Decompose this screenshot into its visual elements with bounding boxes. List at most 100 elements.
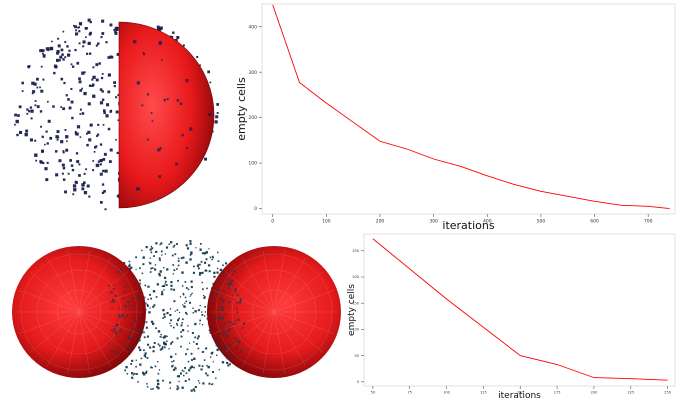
particle [224, 346, 226, 349]
particle [67, 98, 70, 101]
particle [78, 30, 81, 33]
particle [153, 255, 155, 257]
particle [53, 64, 57, 68]
particle [169, 387, 171, 389]
particle [215, 115, 219, 119]
particle [68, 106, 72, 110]
particle [219, 348, 222, 350]
particle [186, 348, 189, 351]
particle [182, 292, 185, 295]
particle [65, 135, 69, 139]
particle [124, 369, 126, 372]
particle [130, 348, 132, 350]
particle [188, 378, 191, 381]
particle [197, 335, 200, 338]
particle [233, 356, 236, 359]
particle [176, 322, 178, 325]
particle [189, 342, 191, 344]
particle [183, 294, 185, 296]
particle [163, 313, 166, 316]
particle [53, 71, 56, 75]
particle [163, 341, 166, 344]
particle [55, 173, 59, 177]
particle [128, 264, 131, 268]
particle [145, 370, 148, 373]
particle [163, 346, 166, 349]
y-tick-label: 200 [248, 115, 257, 121]
particle [174, 310, 176, 312]
particle [206, 270, 208, 272]
particle [90, 85, 92, 87]
particle [233, 298, 236, 300]
particle [152, 290, 156, 293]
particle [100, 36, 103, 39]
particle [176, 324, 179, 326]
y-tick-label: 300 [248, 70, 257, 76]
particle [75, 132, 79, 136]
particle [62, 150, 65, 152]
particle [96, 135, 99, 137]
particle [175, 353, 177, 355]
particle [190, 352, 193, 355]
sphere-facet [18, 290, 140, 334]
particle [120, 328, 122, 331]
particle [85, 168, 87, 171]
particle [163, 267, 165, 269]
particle [219, 332, 221, 335]
particle [117, 119, 120, 122]
particle [62, 166, 66, 170]
particle [159, 348, 162, 351]
particle [225, 347, 228, 350]
particle [146, 303, 149, 306]
particle [82, 45, 85, 48]
particle [202, 324, 204, 326]
plot-frame [261, 3, 676, 215]
particle [175, 162, 179, 166]
particle [172, 326, 175, 329]
sphere-facet-ring [251, 289, 297, 335]
particle [24, 132, 28, 137]
particle [176, 375, 179, 378]
particle [131, 376, 134, 379]
particle [95, 44, 98, 47]
hemisphere-render [14, 18, 219, 211]
y-tick-label: 200 [352, 275, 359, 279]
particle [113, 283, 115, 286]
particle [101, 183, 105, 186]
x-tick-label: 100 [322, 219, 331, 225]
particle [219, 346, 221, 349]
particle [226, 361, 229, 364]
particle [83, 181, 86, 184]
particle [185, 300, 188, 303]
particle [220, 296, 222, 299]
particle [145, 326, 148, 329]
particle [211, 383, 213, 386]
particle [107, 73, 111, 77]
particle [183, 370, 185, 372]
particle [28, 66, 30, 69]
particle [226, 357, 229, 360]
particle [181, 285, 184, 287]
particle [157, 361, 159, 363]
particle [189, 295, 191, 297]
particle [60, 140, 64, 144]
particle [158, 274, 161, 277]
particle [104, 208, 107, 211]
particle [79, 136, 82, 138]
particle [129, 330, 132, 333]
particle [128, 260, 131, 263]
particle [153, 342, 156, 344]
particle [170, 343, 172, 345]
sphere-facet [67, 249, 91, 375]
particle [185, 261, 188, 264]
particle [200, 260, 203, 263]
sphere-facet [224, 271, 324, 353]
particle [141, 104, 144, 107]
particle [109, 148, 113, 152]
particle [152, 388, 154, 390]
particle [78, 80, 82, 84]
particle [219, 316, 222, 319]
particle [92, 83, 95, 86]
particle [119, 316, 122, 319]
particle [101, 32, 105, 35]
